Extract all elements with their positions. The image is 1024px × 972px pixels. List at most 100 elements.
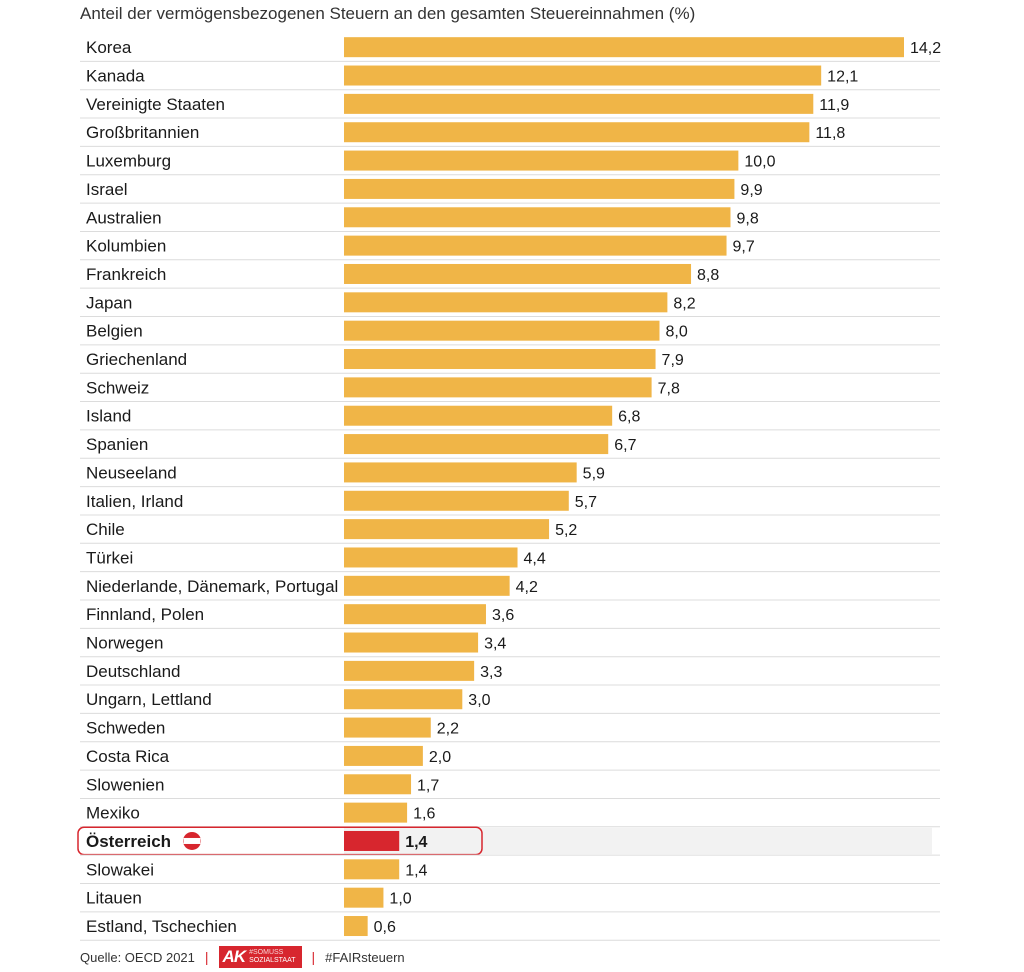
ak-logo-line1: #SOMUSS <box>249 949 284 956</box>
value-label: 8,2 <box>673 295 695 312</box>
category-label: Mexiko <box>86 804 140 823</box>
source-note: Quelle: OECD 2021 <box>80 949 195 965</box>
value-label: 4,4 <box>524 550 546 567</box>
ak-logo-line2: SOZIALSTAAT <box>249 957 296 964</box>
value-label: 2,0 <box>429 749 451 766</box>
category-label: Griechenland <box>86 350 187 369</box>
category-label: Vereinigte Staaten <box>86 95 225 114</box>
value-label: 3,6 <box>492 607 514 624</box>
value-label: 12,1 <box>827 69 858 86</box>
category-label: Litauen <box>86 889 142 908</box>
category-label: Österreich <box>86 832 171 851</box>
ak-logo-subtitle: #SOMUSS SOZIALSTAAT <box>249 949 295 965</box>
category-label: Finnland, Polen <box>86 605 204 624</box>
highlight-frame <box>77 826 483 856</box>
bar <box>344 320 660 341</box>
bar <box>344 207 731 228</box>
value-label: 10,0 <box>744 154 775 171</box>
bar <box>344 405 613 426</box>
category-label: Japan <box>86 293 132 312</box>
value-label: 1,4 <box>405 834 427 851</box>
bar <box>344 37 904 58</box>
category-label: Island <box>86 407 131 426</box>
bar <box>344 774 412 795</box>
value-label: 5,7 <box>575 494 597 511</box>
category-label: Großbritannien <box>86 123 199 142</box>
bar <box>344 689 463 710</box>
value-label: 8,0 <box>665 324 687 341</box>
value-label: 7,8 <box>658 380 680 397</box>
footer-separator-2: | <box>311 949 316 965</box>
bar <box>344 150 739 171</box>
bar <box>344 802 408 823</box>
category-label: Israel <box>86 180 128 199</box>
bar <box>344 349 656 370</box>
value-label: 6,7 <box>614 437 636 454</box>
category-label: Estland, Tschechien <box>86 917 237 936</box>
bar <box>344 178 735 199</box>
category-label: Neuseeland <box>86 463 177 482</box>
bar <box>344 887 384 908</box>
value-label: 9,8 <box>736 210 758 227</box>
category-label: Schweden <box>86 719 165 738</box>
ak-logo-letters: AK <box>222 947 247 966</box>
category-label: Schweiz <box>86 378 149 397</box>
highlight-row-bg <box>344 827 932 855</box>
bar <box>344 717 431 738</box>
category-label: Chile <box>86 520 125 539</box>
value-label: 6,8 <box>618 409 640 426</box>
bar <box>344 122 810 143</box>
bar <box>344 830 400 851</box>
value-label: 9,7 <box>733 239 755 256</box>
hashtag: #FAIRsteuern <box>325 949 405 965</box>
value-label: 0,6 <box>374 919 396 936</box>
value-label: 1,6 <box>413 806 435 823</box>
category-label: Costa Rica <box>86 747 170 766</box>
category-label: Türkei <box>86 548 133 567</box>
value-label: 1,4 <box>405 862 427 879</box>
category-label: Ungarn, Lettland <box>86 690 212 709</box>
chart-footer: Quelle: OECD 2021 | AK #SOMUSS SOZIALSTA… <box>80 946 405 968</box>
value-label: 8,8 <box>697 267 719 284</box>
austria-flag-icon <box>183 831 201 850</box>
category-label: Luxemburg <box>86 152 171 171</box>
chart-title: Anteil der vermögensbezogenen Steuern an… <box>80 4 696 23</box>
bar <box>344 660 475 681</box>
value-label: 3,3 <box>480 664 502 681</box>
category-label: Slowenien <box>86 775 164 794</box>
category-label: Deutschland <box>86 662 181 681</box>
value-label: 5,2 <box>555 522 577 539</box>
value-label: 1,0 <box>389 891 411 908</box>
value-label: 11,8 <box>815 125 845 142</box>
bar <box>344 434 609 455</box>
bar <box>344 377 652 398</box>
value-label: 11,9 <box>819 97 849 114</box>
bar-chart: Korea 14,2 Kanada 12,1 Vereinigte Staaten 11,… <box>77 37 941 941</box>
value-label: 3,4 <box>484 636 506 653</box>
category-label: Italien, Irland <box>86 492 183 511</box>
category-label: Frankreich <box>86 265 166 284</box>
category-label: Kanada <box>86 67 145 86</box>
bar <box>344 547 518 568</box>
value-label: 14,2 <box>910 40 941 57</box>
ak-logo: AK #SOMUSS SOZIALSTAAT <box>218 946 302 968</box>
bar <box>344 65 822 86</box>
bar <box>344 916 368 937</box>
bar <box>344 490 569 511</box>
bar <box>344 462 577 483</box>
value-label: 5,9 <box>583 465 605 482</box>
bar <box>344 859 400 880</box>
category-label: Spanien <box>86 435 148 454</box>
category-label: Korea <box>86 38 132 57</box>
category-label: Slowakei <box>86 860 154 879</box>
bar <box>344 263 692 284</box>
bar <box>344 745 423 766</box>
value-label: 7,9 <box>662 352 684 369</box>
category-label: Kolumbien <box>86 237 166 256</box>
category-label: Belgien <box>86 322 143 341</box>
value-label: 1,7 <box>417 777 439 794</box>
bar <box>344 575 510 596</box>
value-label: 3,0 <box>468 692 490 709</box>
bar <box>344 93 814 114</box>
category-label: Niederlande, Dänemark, Portugal <box>86 577 338 596</box>
